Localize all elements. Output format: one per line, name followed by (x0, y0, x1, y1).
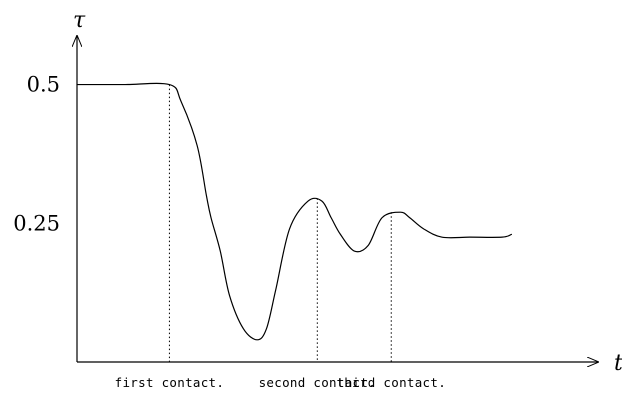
curve-layer (76, 82, 513, 341)
event-guide-lines (168, 84, 392, 362)
x-axis-label: t (614, 351, 622, 376)
event-label: third contact. (336, 375, 446, 390)
y-tick-labels: 0.5 0.25 (13, 73, 60, 236)
event-label: second contact. (259, 375, 376, 390)
axes: t τ (73, 8, 622, 376)
y-tick-label: 0.5 (27, 73, 60, 97)
y-axis-label: τ (73, 8, 86, 33)
y-tick-label: 0.25 (13, 211, 60, 235)
event-labels: first contact. second contact.third conta… (115, 375, 446, 390)
event-label: first contact. (115, 375, 225, 390)
data-curve (76, 82, 513, 341)
